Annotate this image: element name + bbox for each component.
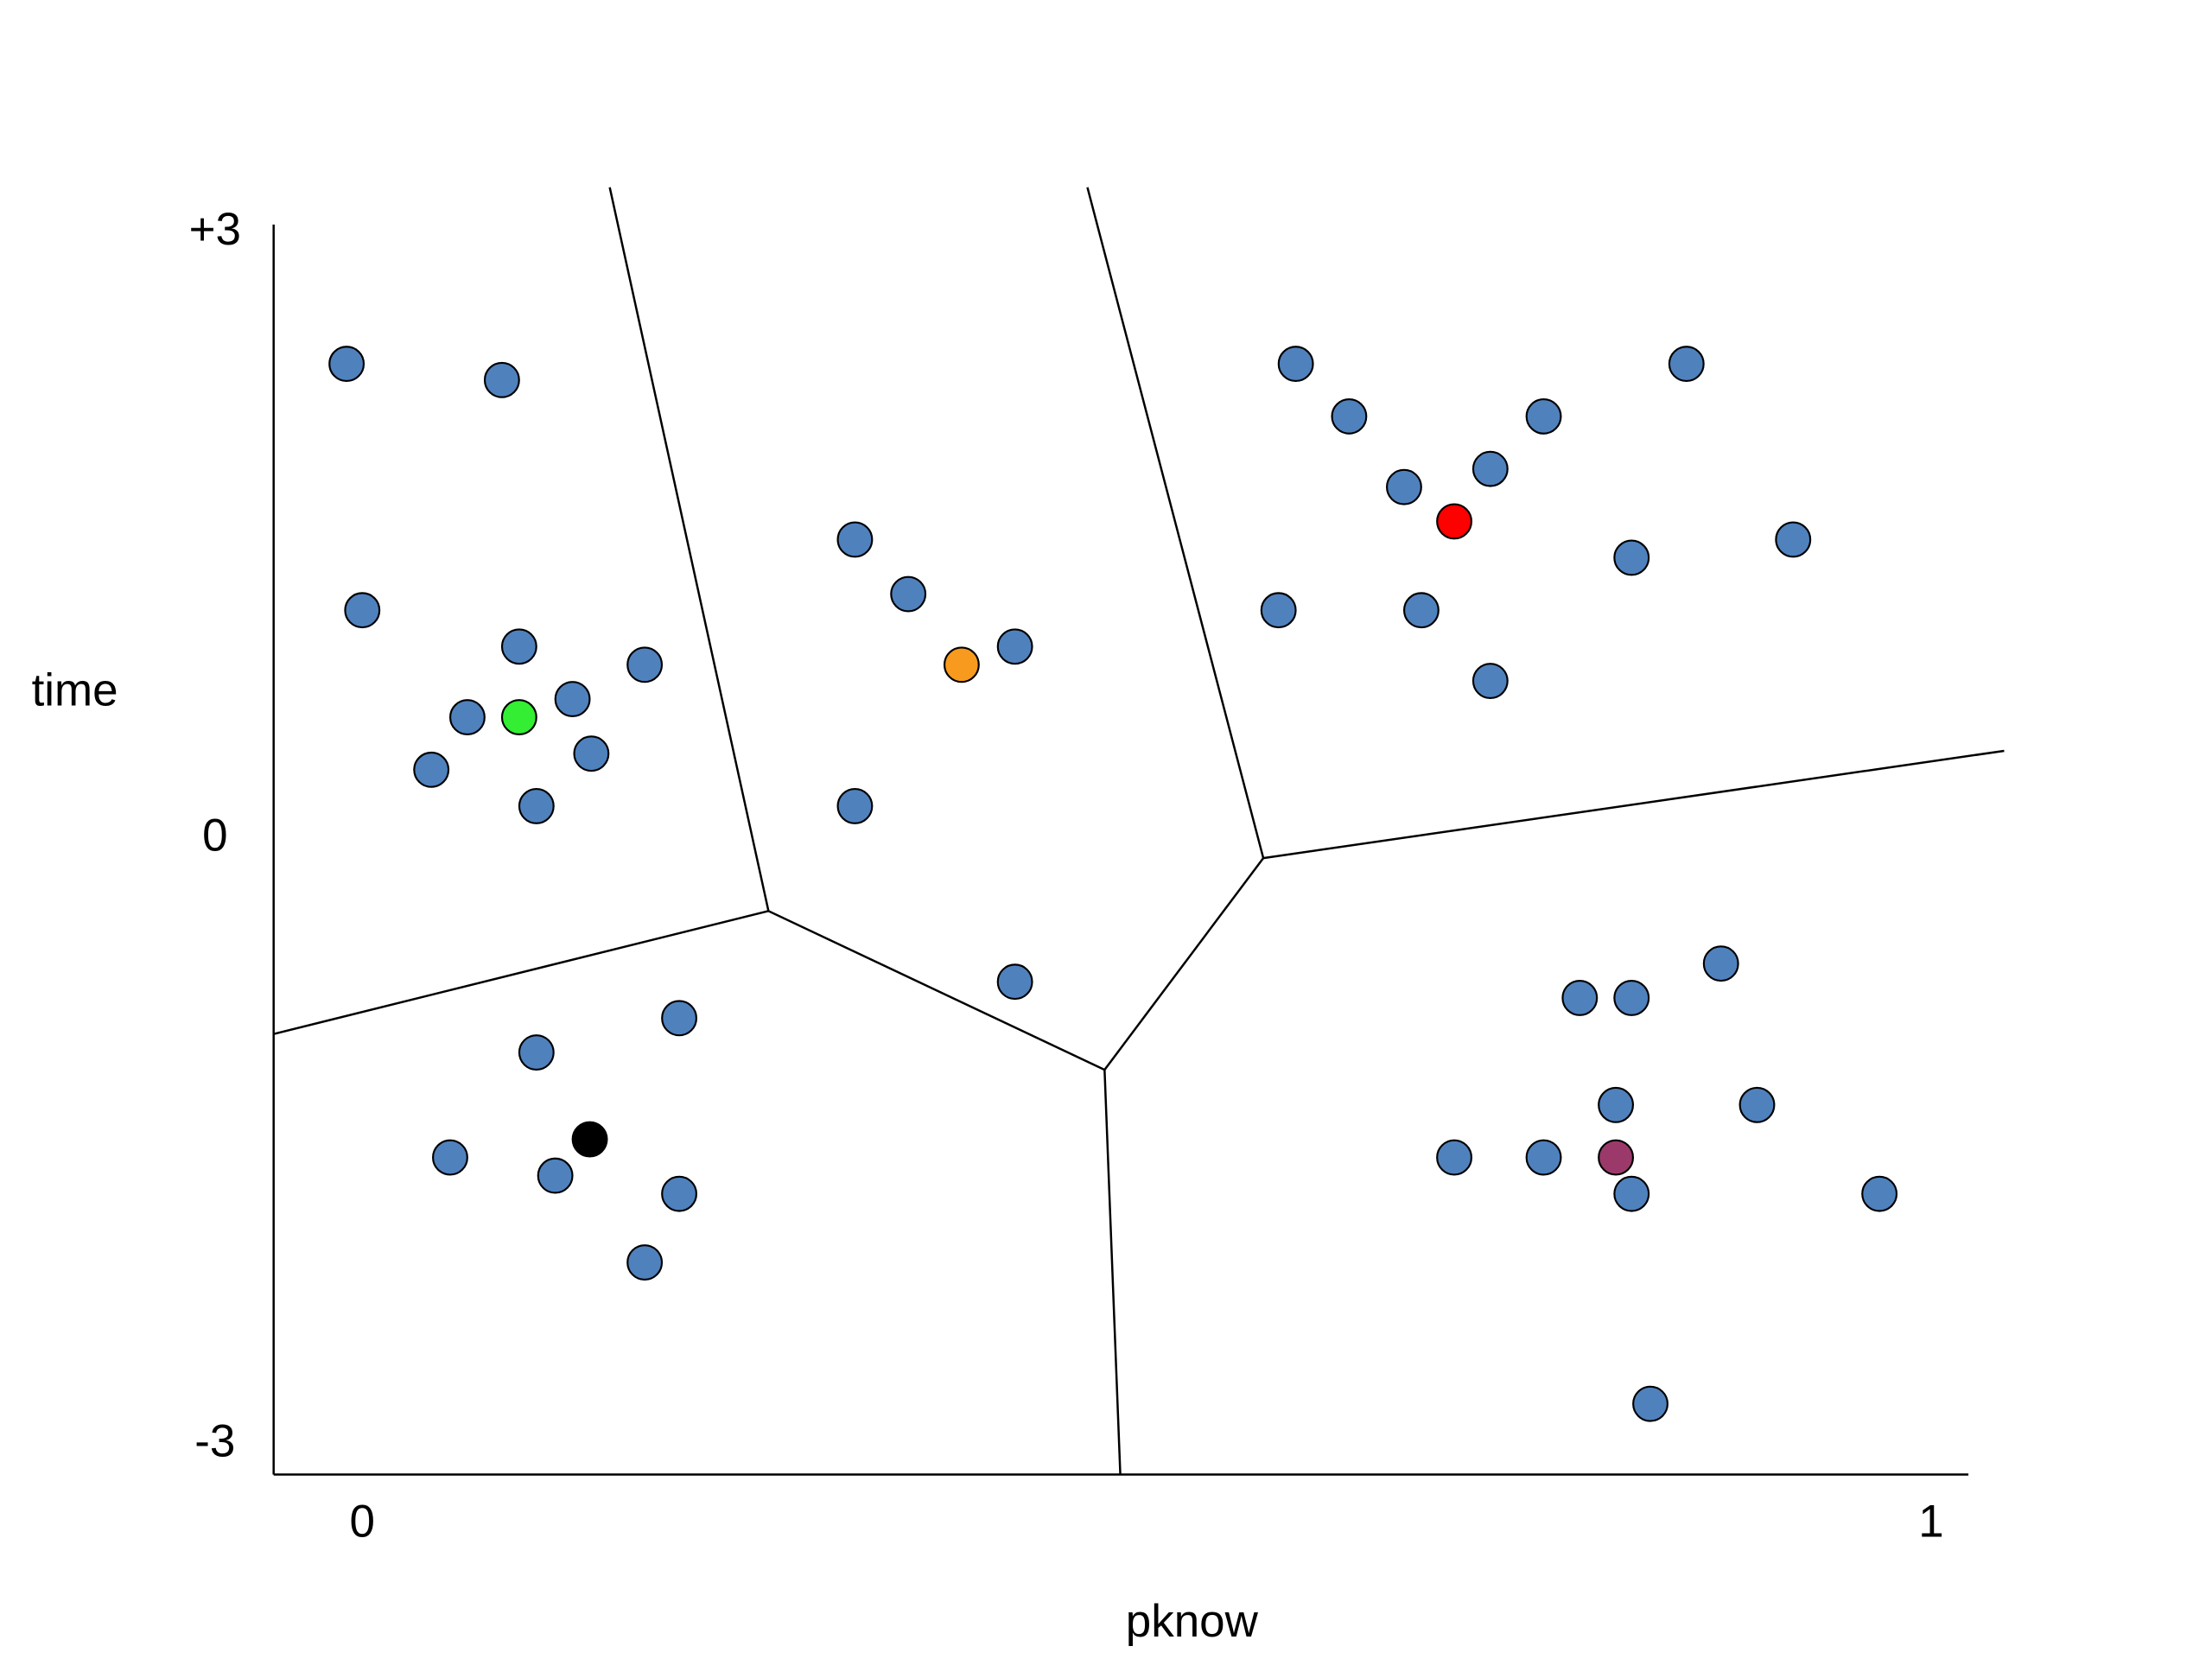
- data-point: [1613, 1175, 1650, 1212]
- cluster-centroid: [571, 1121, 608, 1158]
- data-point: [573, 735, 610, 772]
- boundary-line: [1086, 187, 1265, 859]
- boundary-line: [273, 910, 769, 1035]
- cluster-centroid: [500, 699, 537, 736]
- y-axis-label: time: [32, 665, 118, 716]
- cluster-centroid: [1598, 1139, 1635, 1176]
- data-point: [537, 1157, 574, 1194]
- data-point: [413, 751, 450, 788]
- data-point: [1632, 1385, 1669, 1422]
- data-point: [836, 787, 874, 824]
- data-point: [1386, 468, 1422, 505]
- data-point: [500, 628, 537, 665]
- data-point: [1861, 1175, 1898, 1212]
- data-point: [1436, 1139, 1472, 1176]
- y-tick-label: +3: [189, 204, 241, 255]
- data-point: [1471, 663, 1509, 699]
- data-point: [1331, 397, 1368, 435]
- data-point: [432, 1139, 468, 1176]
- y-tick-label: -3: [194, 1415, 235, 1466]
- data-point: [483, 361, 520, 398]
- data-point: [661, 1175, 698, 1212]
- data-point: [448, 699, 486, 736]
- data-point: [996, 963, 1033, 1001]
- data-point: [1738, 1086, 1776, 1123]
- x-axis-label: pknow: [1126, 1596, 1259, 1647]
- cluster-centroid: [943, 646, 980, 683]
- data-point: [1613, 980, 1650, 1016]
- data-point: [661, 1000, 698, 1037]
- data-point: [1260, 592, 1297, 629]
- data-point: [890, 575, 927, 613]
- data-point: [328, 346, 365, 383]
- data-point: [1525, 397, 1562, 435]
- data-point: [1613, 539, 1650, 576]
- boundary-line: [608, 187, 770, 912]
- y-tick-label: 0: [202, 810, 227, 861]
- data-point: [1402, 592, 1440, 629]
- data-point: [1561, 980, 1599, 1016]
- data-point: [1702, 945, 1739, 982]
- data-point: [1525, 1139, 1562, 1176]
- cluster-centroid: [1436, 503, 1472, 540]
- data-point: [1598, 1086, 1635, 1123]
- cluster-boundaries: [273, 187, 2005, 1475]
- data-point: [626, 1244, 664, 1281]
- data-point: [344, 592, 381, 629]
- data-point: [1775, 521, 1812, 558]
- data-point: [518, 787, 555, 824]
- data-point: [554, 681, 591, 718]
- boundary-line: [1262, 749, 2005, 860]
- data-point: [518, 1034, 555, 1071]
- data-point: [1277, 346, 1314, 383]
- x-tick-label: 0: [350, 1496, 375, 1547]
- data-point: [1668, 346, 1705, 383]
- boundary-line: [1103, 1070, 1122, 1475]
- x-tick-label: 1: [1918, 1496, 1943, 1547]
- data-point: [626, 646, 664, 683]
- boundary-line: [1103, 857, 1265, 1071]
- data-point: [1471, 450, 1509, 487]
- data-point: [836, 521, 874, 558]
- boundary-line: [767, 910, 1105, 1071]
- data-point: [996, 628, 1033, 665]
